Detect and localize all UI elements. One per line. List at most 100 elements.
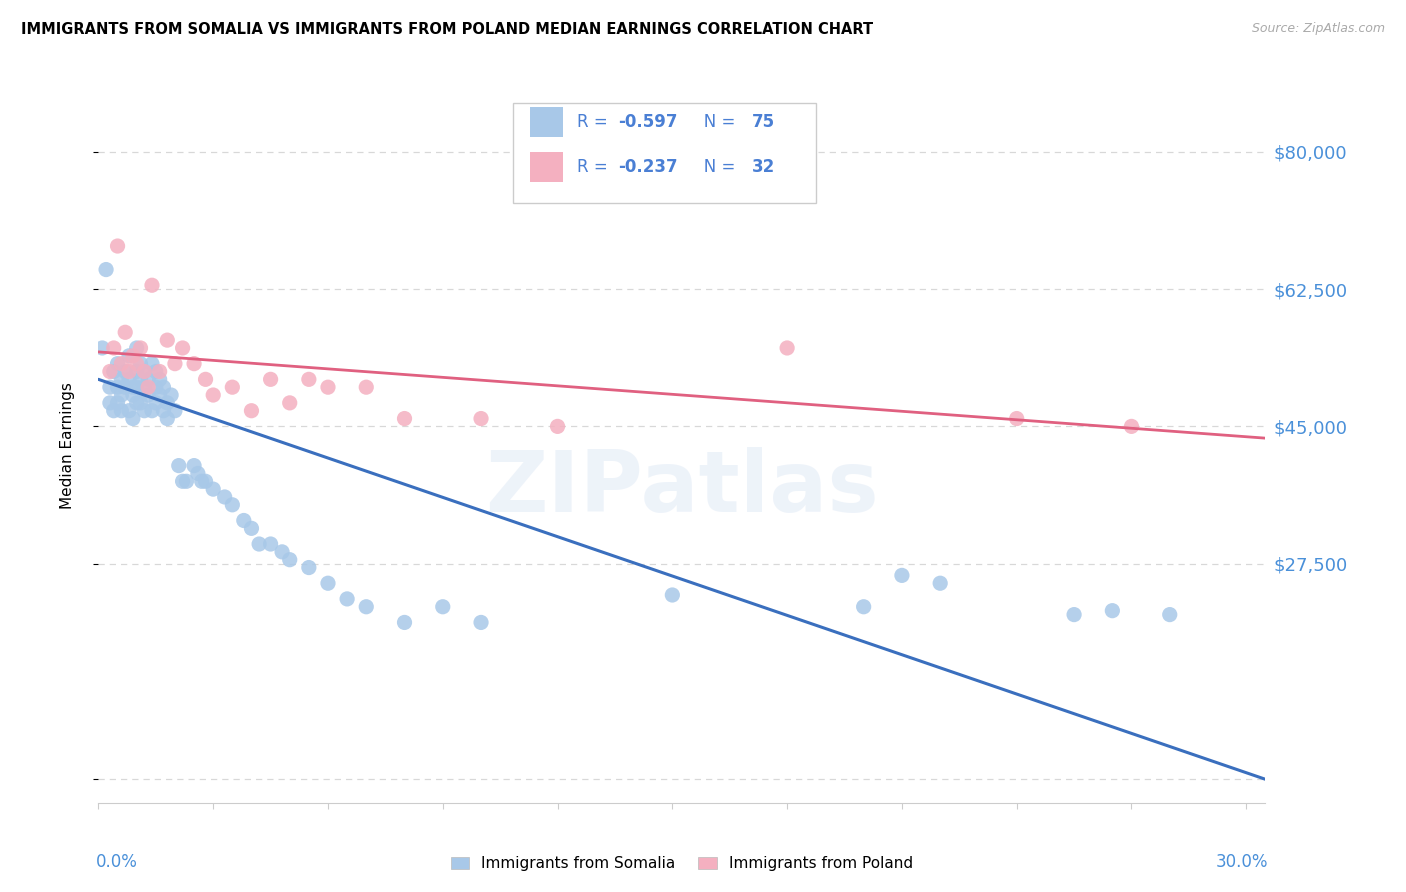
Point [194, 475, 217, 489]
Point [149, 364, 172, 378]
Text: -0.597: -0.597 [617, 113, 678, 131]
Point [141, 403, 163, 417]
Point [1005, 411, 1028, 425]
Point [172, 341, 194, 355]
Point [394, 615, 416, 630]
Point [114, 380, 136, 394]
Point [160, 388, 183, 402]
Point [298, 560, 321, 574]
Point [190, 475, 212, 489]
Point [156, 411, 179, 425]
Text: Source: ZipAtlas.com: Source: ZipAtlas.com [1251, 22, 1385, 36]
Point [432, 599, 454, 614]
Point [354, 599, 377, 614]
Point [145, 380, 167, 394]
Point [125, 396, 148, 410]
Point [214, 490, 236, 504]
Point [354, 380, 377, 394]
Point [103, 341, 125, 355]
Point [145, 364, 167, 378]
Legend: Immigrants from Somalia, Immigrants from Poland: Immigrants from Somalia, Immigrants from… [444, 850, 920, 877]
Point [129, 357, 152, 371]
Point [890, 568, 912, 582]
Point [129, 341, 152, 355]
Point [134, 403, 156, 417]
Text: R =: R = [576, 158, 613, 176]
Point [776, 341, 799, 355]
Point [141, 278, 163, 293]
Point [118, 364, 141, 378]
Point [298, 372, 321, 386]
Point [125, 357, 148, 371]
Point [118, 349, 141, 363]
Point [1121, 419, 1143, 434]
Point [221, 498, 243, 512]
Point [107, 380, 129, 394]
Text: 0.0%: 0.0% [96, 853, 138, 871]
Point [316, 380, 339, 394]
Text: -0.237: -0.237 [617, 158, 678, 176]
Point [470, 615, 492, 630]
Point [152, 403, 174, 417]
Point [394, 411, 416, 425]
Point [163, 403, 186, 417]
Point [107, 239, 129, 253]
Point [247, 537, 270, 551]
Point [134, 364, 156, 378]
Point [129, 396, 152, 410]
Point [163, 357, 186, 371]
Text: N =: N = [688, 158, 741, 176]
Text: N =: N = [688, 113, 741, 131]
Point [259, 372, 281, 386]
Point [110, 372, 132, 386]
Point [129, 372, 152, 386]
Text: ZIPatlas: ZIPatlas [485, 447, 879, 531]
Point [91, 341, 114, 355]
Point [136, 388, 159, 402]
Point [103, 403, 125, 417]
Text: 32: 32 [752, 158, 775, 176]
Point [232, 514, 254, 528]
Point [110, 357, 132, 371]
Point [194, 372, 217, 386]
Point [156, 333, 179, 347]
Point [1063, 607, 1085, 622]
Point [240, 521, 263, 535]
Point [149, 388, 172, 402]
Point [145, 396, 167, 410]
Point [271, 545, 294, 559]
Point [852, 599, 875, 614]
Point [134, 364, 156, 378]
Point [156, 396, 179, 410]
Point [221, 380, 243, 394]
FancyBboxPatch shape [530, 107, 562, 137]
Text: 30.0%: 30.0% [1215, 853, 1268, 871]
Point [134, 380, 156, 394]
Point [202, 388, 225, 402]
Point [125, 341, 148, 355]
Point [141, 357, 163, 371]
Text: R =: R = [576, 113, 613, 131]
Text: 75: 75 [752, 113, 775, 131]
Point [929, 576, 952, 591]
Point [1101, 604, 1123, 618]
Y-axis label: Median Earnings: Median Earnings [60, 383, 75, 509]
Point [98, 396, 121, 410]
Point [202, 482, 225, 496]
Point [187, 467, 209, 481]
Point [121, 380, 143, 394]
Point [149, 372, 172, 386]
Text: IMMIGRANTS FROM SOMALIA VS IMMIGRANTS FROM POLAND MEDIAN EARNINGS CORRELATION CH: IMMIGRANTS FROM SOMALIA VS IMMIGRANTS FR… [21, 22, 873, 37]
Point [110, 388, 132, 402]
Point [152, 380, 174, 394]
Point [172, 475, 194, 489]
Point [114, 326, 136, 340]
Point [107, 396, 129, 410]
Point [94, 262, 117, 277]
Point [470, 411, 492, 425]
Point [98, 364, 121, 378]
Point [121, 388, 143, 402]
Point [336, 591, 359, 606]
Point [114, 364, 136, 378]
FancyBboxPatch shape [530, 152, 562, 182]
